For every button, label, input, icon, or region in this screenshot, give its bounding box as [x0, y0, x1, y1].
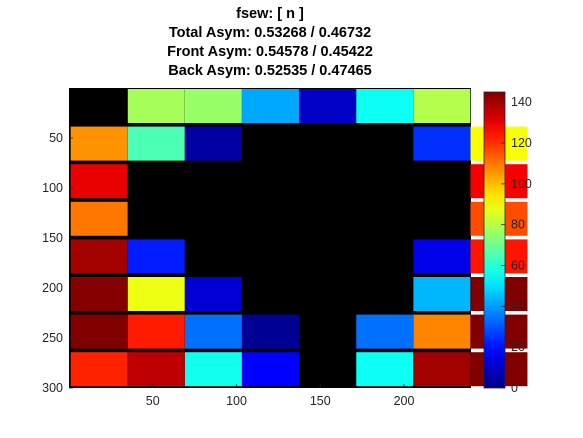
heatmap-cell: [413, 89, 471, 123]
heatmap-cell: [127, 126, 185, 161]
y-tick-label: 100: [42, 181, 63, 195]
heatmap-cell: [413, 352, 471, 387]
y-tick-label: 150: [42, 231, 63, 245]
heatmap-cell: [70, 126, 128, 161]
heatmap-cell: [184, 352, 242, 387]
heatmap-cell: [127, 314, 185, 349]
colorbar-tick-label: 0: [511, 381, 518, 395]
heatmap-cell: [127, 239, 185, 274]
heatmap-cell: [70, 201, 128, 236]
x-tick-label: 150: [310, 394, 331, 408]
colorbar-tick-label: 40: [511, 299, 525, 313]
x-tick-label: 50: [146, 394, 160, 408]
heatmap-cell: [413, 277, 471, 311]
heatmap-cells: [70, 89, 528, 387]
title-line-3: Front Asym: 0.54578 / 0.45422: [167, 44, 373, 60]
colorbar: [483, 91, 506, 389]
heatmap-cell: [70, 352, 128, 387]
heatmap-cell: [184, 314, 242, 349]
colorbar-tick-label: 80: [511, 218, 525, 232]
y-tick-label: 200: [42, 281, 63, 295]
heatmap-cell: [413, 314, 471, 349]
heatmap-cell: [242, 314, 299, 349]
y-tick-label: 50: [49, 131, 63, 145]
heatmap-cell: [70, 164, 128, 199]
x-tick-label: 100: [226, 394, 247, 408]
heatmap-cell: [413, 126, 471, 161]
x-tick-label: 200: [394, 394, 415, 408]
y-tick-label: 300: [42, 381, 63, 395]
colorbar-axis: 0 20 40 60 80 100 120 140: [501, 95, 532, 395]
heatmap-cell: [242, 89, 299, 123]
heatmap-cell: [184, 126, 242, 161]
heatmap-cell: [127, 277, 185, 311]
heatmap-cell: [242, 352, 299, 387]
heatmap-cell: [299, 89, 357, 123]
heatmap-cell: [184, 89, 242, 123]
colorbar-tick-label: 60: [511, 259, 525, 273]
colorbar-tick-label: 120: [511, 136, 532, 150]
heatmap-cell: [127, 352, 185, 387]
heatmap-cell: [184, 277, 242, 311]
heatmap-cell: [70, 239, 128, 274]
y-tick-label: 250: [42, 331, 63, 345]
colorbar-tick-label: 140: [511, 95, 532, 109]
title-line-4: Back Asym: 0.52535 / 0.47465: [168, 63, 371, 79]
title-line-2: Total Asym: 0.53268 / 0.46732: [169, 25, 371, 41]
axes: 50 100 150 200 50 100 150 200 250 300: [42, 131, 414, 408]
heatmap-cell: [413, 239, 471, 274]
chart-title: fsew: [ n ] Total Asym: 0.53268 / 0.4673…: [167, 6, 373, 79]
heatmap-cell: [127, 89, 185, 123]
colorbar-tick-label: 100: [511, 177, 532, 191]
heatmap-cell: [70, 314, 128, 349]
title-line-1: fsew: [ n ]: [236, 6, 304, 22]
heatmap-cell: [70, 277, 128, 311]
heatmap-cell: [356, 352, 414, 387]
heatmap-cell: [356, 89, 414, 123]
heatmap-cell: [356, 314, 414, 349]
colorbar-tick-label: 20: [511, 340, 525, 354]
